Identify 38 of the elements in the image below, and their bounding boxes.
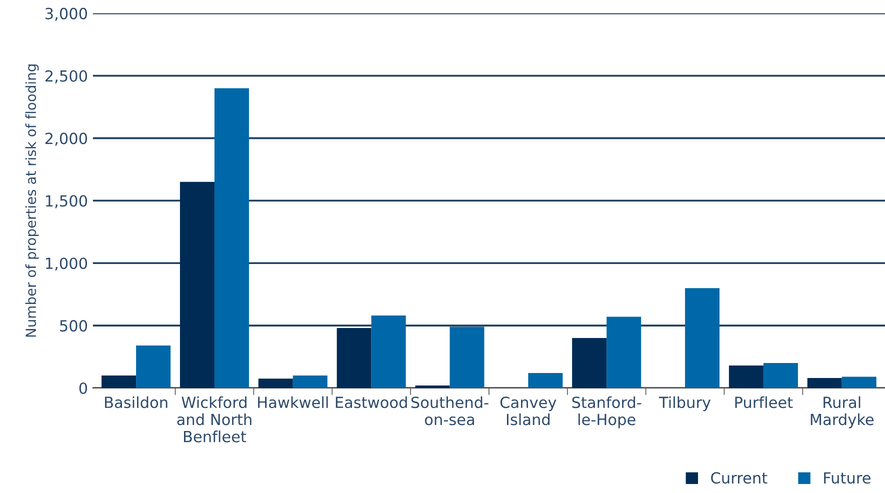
legend-label: Future	[824, 472, 870, 484]
x-tick-label: Basildon	[105, 396, 168, 408]
x-tick-label: Wickford and North Benfleet	[177, 396, 252, 442]
y-tick-label: 2,500	[45, 70, 88, 84]
y-tick-label: 500	[60, 320, 88, 332]
bar	[136, 346, 171, 388]
bar	[763, 363, 798, 388]
y-tick-label: 1,000	[46, 258, 88, 271]
y-tick-label: 3,000	[45, 8, 88, 21]
x-tick-label: Eastwood	[336, 396, 407, 408]
bar	[102, 376, 136, 388]
x-tick-label: Rural Mardyke	[810, 396, 874, 428]
bar	[807, 378, 842, 388]
y-tick-label: 0	[79, 382, 88, 394]
x-tick-label: Southend- on-sea	[411, 396, 488, 426]
bar	[450, 326, 484, 388]
x-tick-label: Canvey Island	[500, 396, 556, 426]
bar	[685, 288, 720, 388]
bar	[336, 328, 372, 388]
y-tick-label: 1,500	[46, 195, 88, 208]
bar	[606, 316, 642, 388]
bar	[728, 366, 764, 388]
bar	[842, 376, 876, 388]
legend-label: Current	[711, 472, 768, 484]
x-tick-label: Tilbury	[658, 396, 711, 412]
y-tick-label: 2,000	[45, 132, 88, 146]
bar	[258, 378, 293, 388]
bar	[415, 385, 450, 388]
bar	[292, 376, 328, 388]
x-tick-label: Hawkwell	[258, 396, 328, 408]
bar	[528, 373, 563, 388]
x-tick-label: Stanford- le-Hope	[572, 396, 642, 428]
bar	[180, 182, 214, 388]
y-axis-title: Number of properties at risk of flooding	[25, 64, 39, 337]
bar	[371, 316, 406, 388]
bar	[214, 88, 249, 388]
bar	[572, 338, 607, 388]
x-tick-label: Purfleet	[735, 396, 793, 408]
